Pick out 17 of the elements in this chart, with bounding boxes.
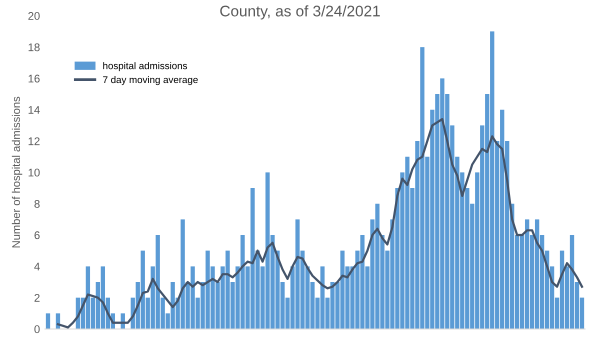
y-tick-label: 16 bbox=[28, 74, 40, 83]
y-tick-label: 12 bbox=[28, 137, 40, 146]
y-tick-label: 10 bbox=[28, 168, 40, 177]
y-tick-label: 4 bbox=[34, 262, 40, 270]
y-tick-label: 0 bbox=[34, 325, 40, 334]
line-series bbox=[56, 118, 584, 329]
y-tick-label: 14 bbox=[28, 106, 40, 114]
y-tick-label: 8 bbox=[34, 200, 40, 208]
y-axis-title: Number of hospital admissions bbox=[12, 96, 22, 248]
bar bbox=[46, 313, 50, 329]
y-tick-label: 18 bbox=[28, 43, 40, 52]
y-tick-label: 20 bbox=[28, 12, 40, 20]
legend-label: hospital admissions bbox=[103, 62, 188, 72]
chart-title: County, as of 3/24/2021 bbox=[220, 5, 380, 20]
legend-label: 7 day moving average bbox=[103, 76, 198, 86]
y-tick-label: 2 bbox=[34, 294, 40, 302]
y-tick-label: 6 bbox=[34, 231, 40, 240]
